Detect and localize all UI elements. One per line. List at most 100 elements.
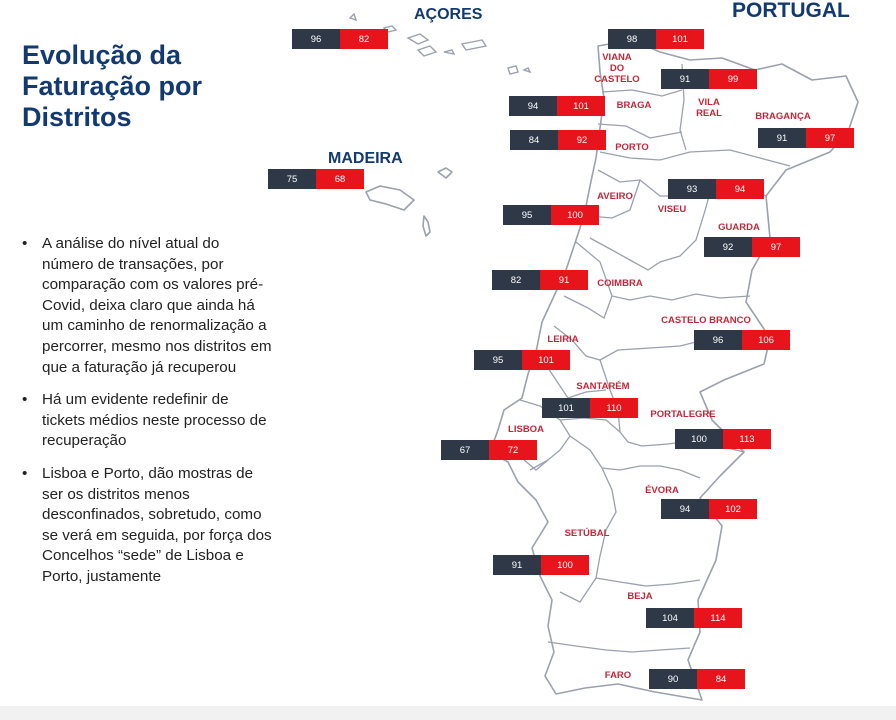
district-viseu-value-before: 93 [668, 179, 716, 199]
district-faro-value-current: 84 [697, 669, 745, 689]
district-beja-name: BEJA [627, 591, 653, 602]
district-viseu-name: VISEU [657, 204, 687, 215]
island-acores-value-before: 96 [292, 29, 340, 49]
district-coimbra-value-badge: 82 91 [492, 270, 588, 290]
country-label: PORTUGAL [732, 0, 850, 22]
district-viana-do-castelo-value-before: 98 [608, 29, 656, 49]
district-portalegre-value-before: 100 [675, 429, 723, 449]
district-setubal-value-before: 91 [493, 555, 541, 575]
island-acores-value-badge: 96 82 [292, 29, 388, 49]
azores-island [522, 67, 532, 74]
desertas-island [422, 215, 431, 237]
district-coimbra-value-before: 82 [492, 270, 540, 290]
district-braganca-value-badge: 91 97 [758, 128, 854, 148]
district-lisboa-name: LISBOA [508, 424, 544, 435]
district-beja-value-current: 114 [694, 608, 742, 628]
district-porto-value-current: 92 [558, 130, 606, 150]
azores-island [406, 33, 430, 45]
district-setubal-value-current: 100 [541, 555, 589, 575]
district-faro-value-before: 90 [649, 669, 697, 689]
azores-island [460, 39, 488, 51]
bullet-item: • Lisboa e Porto, dão mostras de ser os d… [22, 464, 272, 588]
bullet-item: • A análise do nível atual do número de t… [22, 234, 272, 378]
district-guarda-value-current: 97 [752, 237, 800, 257]
district-leiria-value-current: 101 [522, 350, 570, 370]
district-evora-value-before: 94 [661, 499, 709, 519]
district-vila-real-value-badge: 91 99 [661, 69, 757, 89]
district-leiria-value-badge: 95 101 [474, 350, 570, 370]
madeira-island [365, 185, 415, 211]
district-beja-value-before: 104 [646, 608, 694, 628]
azores-island [348, 12, 358, 22]
district-guarda-value-badge: 92 97 [704, 237, 800, 257]
district-lisboa-value-current: 72 [489, 440, 537, 460]
district-castelo-branco-value-current: 106 [742, 330, 790, 350]
district-castelo-branco-value-before: 96 [694, 330, 742, 350]
district-leiria-name: LEIRIA [547, 334, 579, 345]
district-beja-value-badge: 104 114 [646, 608, 742, 628]
district-porto-name: PORTO [615, 142, 649, 153]
district-santarem-name: SANTARÉM [576, 381, 630, 392]
district-braganca-value-current: 97 [806, 128, 854, 148]
district-lisboa-value-before: 67 [441, 440, 489, 460]
district-porto-value-badge: 84 92 [510, 130, 606, 150]
district-braga-value-current: 101 [557, 96, 605, 116]
district-coimbra-value-current: 91 [540, 270, 588, 290]
bullet-text: A análise do nível atual do número de tr… [42, 235, 272, 376]
bottom-bar [0, 706, 896, 720]
azores-island [443, 49, 456, 55]
azores-label: AÇORES [414, 6, 483, 23]
bullet-dot: • [22, 391, 28, 409]
district-viseu-value-current: 94 [716, 179, 764, 199]
district-guarda-value-before: 92 [704, 237, 752, 257]
bullet-text: Lisboa e Porto, dão mostras de ser os di… [42, 464, 272, 585]
island-madeira-value-before: 75 [268, 169, 316, 189]
district-porto-value-before: 84 [510, 130, 558, 150]
island-madeira-value-badge: 75 68 [268, 169, 364, 189]
bullet-item: • Há um evidente redefinir de tickets méd… [22, 390, 272, 452]
district-braga-value-before: 94 [509, 96, 557, 116]
district-braganca-name: BRAGANÇA [755, 111, 811, 122]
district-portalegre-value-current: 113 [723, 429, 771, 449]
district-vila-real-name: VILA REAL [696, 97, 722, 119]
district-santarem-value-before: 101 [542, 398, 590, 418]
bullet-dot: • [22, 464, 28, 482]
district-evora-name: ÉVORA [645, 485, 679, 496]
bullet-list: • A análise do nível atual do número de t… [22, 234, 272, 600]
district-faro-name: FARO [604, 670, 632, 681]
slide-title: Evolução da Faturação por Distritos [22, 40, 203, 132]
district-setubal-value-badge: 91 100 [493, 555, 589, 575]
district-lisboa-value-badge: 67 72 [441, 440, 537, 460]
island-madeira-value-current: 68 [316, 169, 364, 189]
bullet-dot: • [22, 235, 28, 252]
azores-island [416, 45, 438, 57]
district-viana-do-castelo-value-badge: 98 101 [608, 29, 704, 49]
madeira-label: MADEIRA [328, 150, 403, 167]
district-aveiro-value-before: 95 [503, 205, 551, 225]
district-vila-real-value-before: 91 [661, 69, 709, 89]
district-braga-name: BRAGA [616, 100, 652, 111]
district-braga-value-badge: 94 101 [509, 96, 605, 116]
district-portalegre-name: PORTALEGRE [650, 409, 716, 420]
district-aveiro-name: AVEIRO [597, 191, 633, 202]
district-santarem-value-current: 110 [590, 398, 638, 418]
porto-santo-island [437, 167, 453, 179]
azores-island [507, 65, 519, 75]
district-viseu-value-badge: 93 94 [668, 179, 764, 199]
district-viana-do-castelo-value-current: 101 [656, 29, 704, 49]
district-faro-value-badge: 90 84 [649, 669, 745, 689]
district-castelo-branco-value-badge: 96 106 [694, 330, 790, 350]
district-viana-do-castelo-name: VIANA DO CASTELO [594, 52, 640, 85]
district-setubal-name: SETÚBAL [564, 528, 610, 539]
district-guarda-name: GUARDA [718, 222, 760, 233]
bullet-text: Há um evidente redefinir de tickets médi… [42, 391, 267, 450]
district-aveiro-value-current: 100 [551, 205, 599, 225]
district-braganca-value-before: 91 [758, 128, 806, 148]
district-coimbra-name: COIMBRA [597, 278, 643, 289]
district-leiria-value-before: 95 [474, 350, 522, 370]
district-santarem-value-badge: 101 110 [542, 398, 638, 418]
district-vila-real-value-current: 99 [709, 69, 757, 89]
district-aveiro-value-badge: 95 100 [503, 205, 599, 225]
district-evora-value-current: 102 [709, 499, 757, 519]
